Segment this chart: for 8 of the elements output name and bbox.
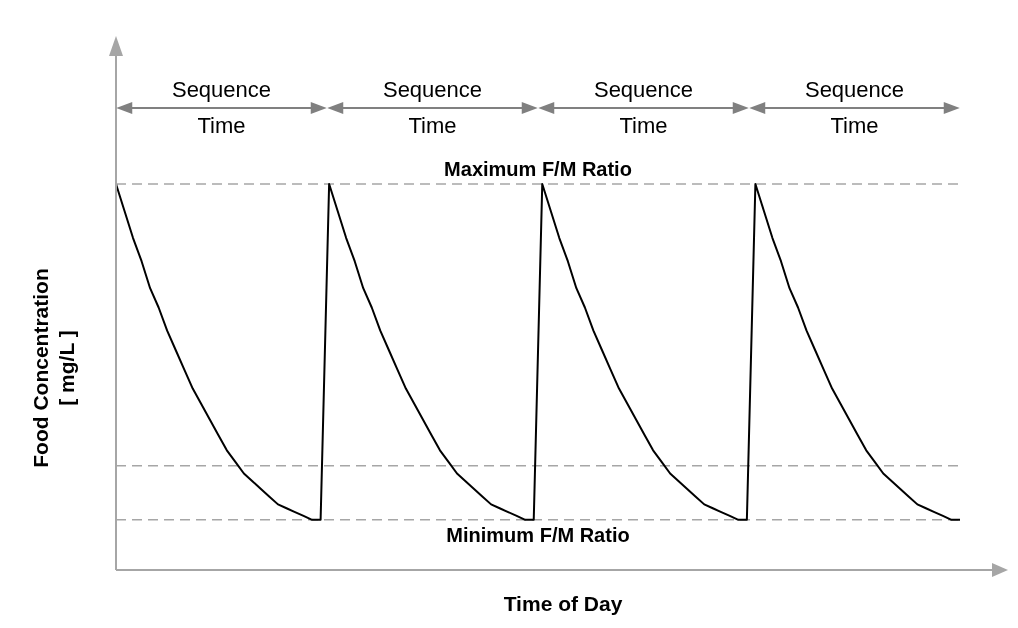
y-axis-title: Food Concentration [ mg/L ] [28, 267, 79, 470]
text: Sequence Time [803, 76, 906, 140]
text: Sequence Time [170, 76, 273, 140]
ref-line-label: Minimum F/M Ratio [446, 524, 630, 547]
text: Sequence Time [381, 76, 484, 140]
x-axis-title: Time of Day [502, 592, 624, 616]
ref-line-label: Maximum F/M Ratio [444, 158, 632, 180]
text: Sequence Time [592, 76, 695, 140]
